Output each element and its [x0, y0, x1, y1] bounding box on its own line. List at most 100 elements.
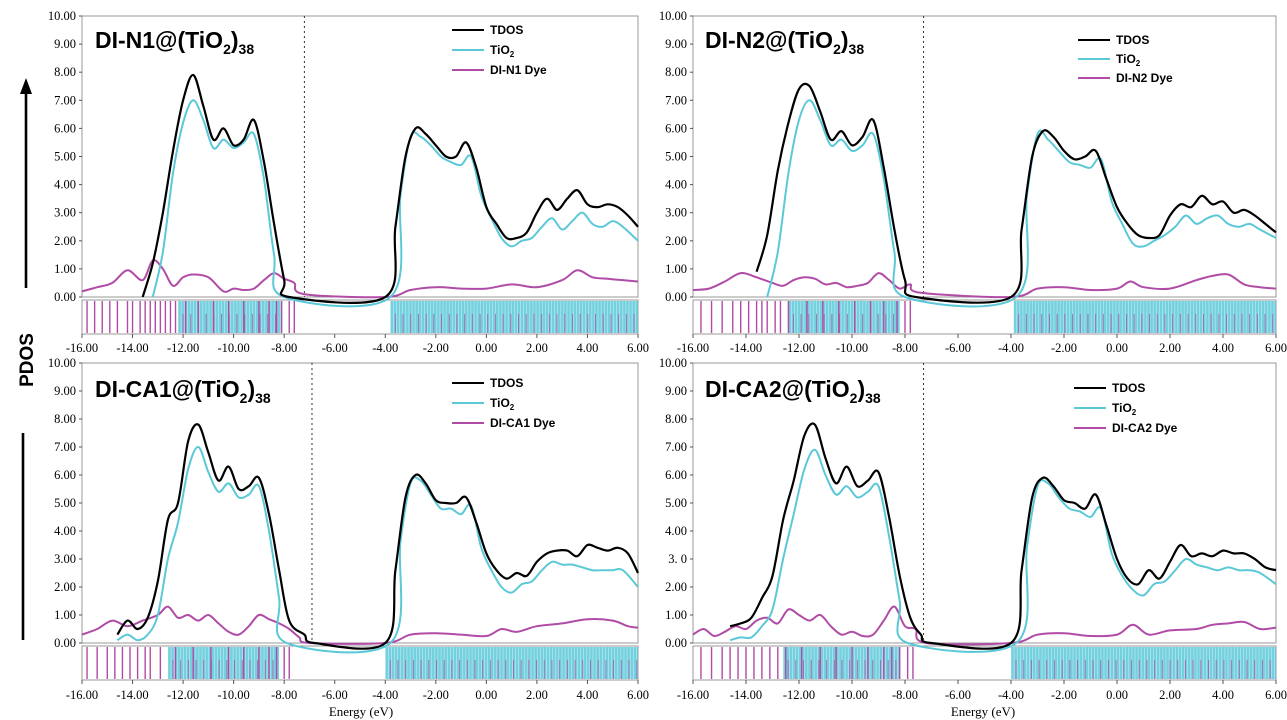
x-tick-label: -12.00: [783, 341, 815, 355]
legend: TDOS TiO2 DI-N2 Dye: [1078, 33, 1173, 85]
y-tick-label: 7.00: [665, 440, 687, 454]
panels-container: 0.00 1.00 2.00 3.00 4.00 5.00 6.00 7.00 8.00 9.00…: [48, 9, 1287, 702]
y-tick-label: 10.00: [659, 356, 687, 370]
y-tick-label: 4.00: [54, 178, 76, 192]
x-tick-label: 2.00: [526, 688, 548, 702]
y-tick-label: 5.00: [665, 150, 687, 164]
y-tick-label: 0.00: [54, 636, 76, 650]
y-tick-label: 10.00: [48, 9, 76, 23]
x-tick-label: -16.00: [677, 688, 709, 702]
tio2-curve: [116, 446, 639, 654]
tio2-state-band: [178, 301, 282, 333]
y-tick-label: 2.00: [665, 234, 687, 248]
x-tick-label: -10.00: [836, 341, 868, 355]
x-tick-label: 6.00: [627, 341, 649, 355]
legend: TDOS TiO2 DI-N1 Dye: [452, 23, 547, 77]
x-tick-label: -4.00: [998, 341, 1024, 355]
tdos-curve: [116, 423, 639, 650]
y-tick-label: 3.00: [665, 206, 687, 220]
y-tick-label: 7.00: [665, 93, 687, 107]
x-tick-label: -8.00: [271, 688, 297, 702]
pdos-panel: 0.00 1.00 2.00 3.00 4.00 5.00 6.00 7.00 8.00 9.00…: [48, 9, 649, 355]
x-tick-label: -4.00: [372, 341, 398, 355]
x-tick-label: -6.00: [945, 341, 971, 355]
plot-frame: [81, 362, 639, 644]
dye-curve: [692, 272, 1277, 299]
x-tick-label: 4.00: [577, 341, 599, 355]
x-tick-label: -14.00: [730, 341, 762, 355]
y-tick-label: 10.00: [48, 356, 76, 370]
tio2-curve: [766, 99, 1277, 308]
x-tick-label: -6.00: [945, 688, 971, 702]
x-tick-label: 4.00: [1212, 341, 1234, 355]
y-tick-label: 3.00: [54, 206, 76, 220]
legend-label: DI-CA1 Dye: [490, 416, 556, 430]
x-tick-label: -16.00: [66, 341, 98, 355]
y-tick-label: 3. 0: [668, 552, 687, 566]
y-tick-label: 1.00: [54, 608, 76, 622]
y-tick-label: 8.00: [665, 412, 687, 426]
legend-label: TiO2: [490, 43, 515, 59]
x-tick-label: 0.00: [475, 688, 497, 702]
tdos-curve: [755, 82, 1277, 304]
x-tick-label: -4.00: [998, 688, 1024, 702]
y-tick-label: 6.00: [54, 468, 76, 482]
y-tick-label: 7.00: [54, 440, 76, 454]
y-tick-label: 4.00: [665, 524, 687, 538]
legend-label: TDOS: [490, 23, 523, 37]
y-tick-label: 5.00: [54, 496, 76, 510]
legend-label: TDOS: [1112, 381, 1145, 395]
y-tick-label: 2.00: [665, 580, 687, 594]
tdos-curve: [141, 73, 639, 304]
projection-lines: [700, 647, 1276, 679]
x-tick-label: -2.00: [1051, 688, 1077, 702]
y-tick-label: 7.00: [54, 93, 76, 107]
y-tick-label: 4.00: [54, 524, 76, 538]
panel-title: DI-CA2@(TiO2)38: [705, 376, 881, 406]
x-tick-label: -2.00: [1051, 341, 1077, 355]
legend: TDOS TiO2 DI-CA1 Dye: [452, 376, 556, 430]
y-tick-label: 2.00: [54, 580, 76, 594]
projection-lines: [700, 301, 1276, 333]
projection-lines: [86, 647, 638, 679]
x-tick-label: -16.00: [677, 341, 709, 355]
panel-title: DI-N1@(TiO2)38: [95, 27, 254, 57]
y-tick-label: 5.00: [665, 496, 687, 510]
x-tick-label: -14.00: [116, 688, 148, 702]
y-tick-label: 0.00: [665, 636, 687, 650]
plot-frame: [692, 362, 1277, 644]
x-tick-label: -8.00: [271, 341, 297, 355]
y-tick-label: 8.00: [665, 65, 687, 79]
pdos-panel: 0.00 1.00 2.00 3.00 4.00 5.00 6.00 7.00 8.00 9.00…: [48, 356, 649, 702]
y-tick-label: 3.00: [54, 552, 76, 566]
y-tick-label: 5.00: [54, 150, 76, 164]
x-tick-label: 4.00: [1212, 688, 1234, 702]
x-tick-label: -10.00: [836, 688, 868, 702]
y-tick-label: 9.00: [665, 384, 687, 398]
y-tick-label: 10.00: [659, 9, 687, 23]
y-tick-label: 9.00: [665, 37, 687, 51]
plot-frame: [81, 15, 639, 298]
x-tick-label: 0.00: [475, 341, 497, 355]
tio2-curve: [729, 448, 1277, 653]
legend-label: TDOS: [1116, 33, 1149, 47]
y-tick-label: 1.00: [54, 262, 76, 276]
legend-label: TiO2: [490, 396, 515, 412]
y-tick-label: 1.00: [665, 262, 687, 276]
x-tick-label: -2.00: [423, 688, 449, 702]
legend-label: TiO2: [1116, 52, 1141, 68]
xaxis-label-right: Energy (eV): [951, 704, 1015, 719]
x-tick-label: -12.00: [783, 688, 815, 702]
y-tick-label: 8.00: [54, 65, 76, 79]
dye-curve: [692, 605, 1277, 646]
x-tick-label: 4.00: [577, 688, 599, 702]
x-tick-label: 0.00: [1106, 688, 1128, 702]
x-tick-label: 2.00: [1159, 341, 1181, 355]
tio2-state-band: [1011, 647, 1276, 679]
y-tick-label: 1.00: [665, 608, 687, 622]
panel-title: DI-N2@(TiO2)38: [705, 27, 864, 57]
dye-curve: [81, 259, 639, 299]
x-tick-label: 6.00: [627, 688, 649, 702]
x-tick-label: -14.00: [116, 341, 148, 355]
